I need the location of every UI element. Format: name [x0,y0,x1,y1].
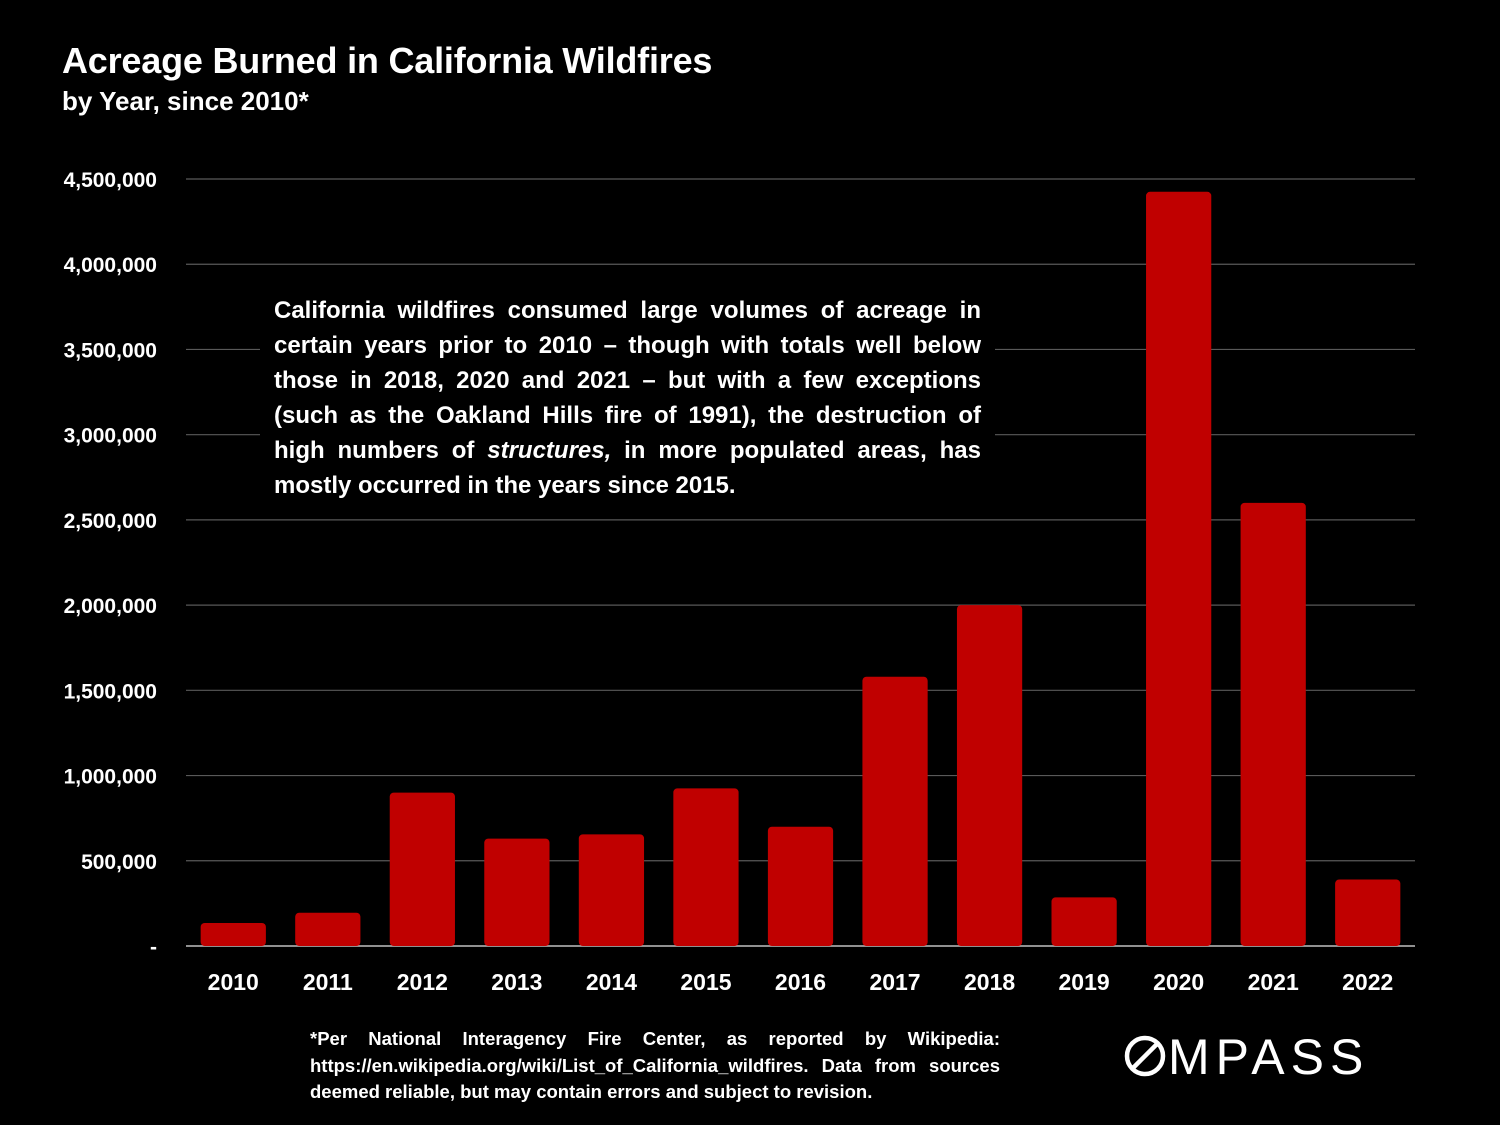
bar-2012 [389,792,455,946]
compass-needle [1130,1041,1160,1071]
x-tick-label: 2015 [680,969,731,995]
bar-2020 [1146,191,1212,947]
bar-2011 [295,912,361,946]
bar-2014 [578,834,645,946]
y-tick-label: 4,500,000 [64,169,157,192]
bar-2019 [1051,897,1117,946]
bar-2016 [767,826,834,946]
bar-2022 [1335,879,1401,946]
x-tick-label: 2010 [208,969,259,995]
source-footnote: *Per National Interagency Fire Center, a… [310,1028,1000,1102]
x-tick-label: 2020 [1153,969,1204,995]
y-tick-label: 1,500,000 [64,680,157,703]
x-tick-label: 2018 [964,969,1015,995]
y-tick-label: 2,000,000 [64,595,157,618]
chart-annotation: California wildfires consumed large volu… [260,293,995,503]
x-tick-label: 2016 [775,969,826,995]
x-tick-label: 2017 [869,969,920,995]
bar-2017 [862,676,928,946]
y-tick-label: 3,000,000 [64,425,157,448]
bar-2015 [673,788,739,946]
x-tick-label: 2014 [586,969,637,995]
x-tick-label: 2021 [1248,969,1299,995]
x-tick-label: 2013 [491,969,542,995]
x-tick-label: 2012 [397,969,448,995]
bar-2021 [1240,502,1306,946]
y-tick-label: 1,000,000 [64,766,157,789]
annotation-emphasis: structures, [487,437,612,464]
y-tick-label: 3,500,000 [64,339,157,362]
annotation-text-after: in more populated areas, has mostly occu… [274,437,981,499]
y-tick-label: 4,000,000 [64,254,157,277]
y-tick-label: - [150,936,157,959]
chart-title: Acreage Burned in California Wildfires [62,40,713,81]
bar-2018 [956,605,1023,946]
compass-wordmark: MPASS [1168,1029,1369,1085]
bar-2010 [200,922,266,946]
y-tick-label: 2,500,000 [64,510,157,533]
bar-2013 [484,838,550,946]
chart-subtitle: by Year, since 2010* [62,86,309,116]
compass-logo: MPASS [1124,1029,1369,1085]
y-tick-label: 500,000 [81,851,157,874]
compass-o-icon [1124,1035,1166,1077]
x-tick-label: 2022 [1342,969,1393,995]
x-tick-label: 2019 [1059,969,1110,995]
x-tick-label: 2011 [303,969,353,995]
annotation-text-before: California wildfires consumed large volu… [274,297,981,464]
